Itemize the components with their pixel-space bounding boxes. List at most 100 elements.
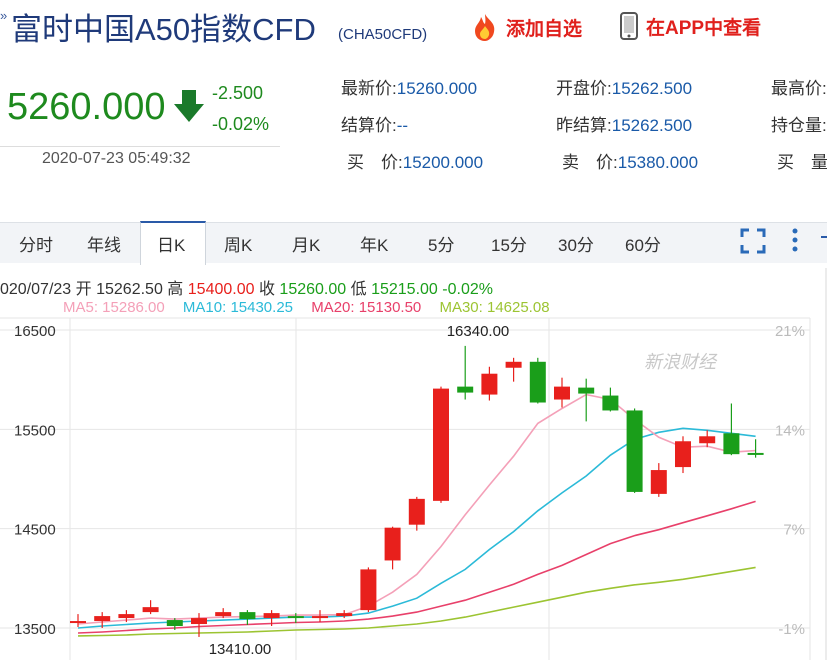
high-price-row: 最高价: — [771, 74, 827, 99]
pct-tick-label: 21% — [775, 323, 805, 340]
candle-body — [384, 527, 401, 561]
tab-year-line[interactable]: 年线 — [87, 236, 121, 255]
y-tick-label: 15500 — [14, 422, 56, 439]
tab-weekly-k[interactable]: 周K — [224, 236, 253, 255]
ma5-line — [77, 393, 756, 625]
phone-icon — [620, 12, 638, 40]
view-in-app-button[interactable]: 在APP中查看 — [620, 12, 761, 40]
ma-legend: MA5: 15286.00 MA10: 15430.25 MA20: 15130… — [63, 299, 564, 316]
candle-body — [481, 373, 498, 395]
ma30-line — [77, 566, 756, 637]
add-watchlist-label: 添加自选 — [506, 18, 583, 40]
open-value: 15262.50 — [96, 281, 163, 298]
y-tick-label: 14500 — [14, 522, 56, 539]
candle-body — [215, 612, 232, 617]
candle-body — [239, 612, 256, 620]
y-tick-label: 13500 — [14, 621, 56, 638]
candle-body — [650, 470, 667, 494]
min-price-label: 13410.00 — [209, 641, 272, 658]
candle-body — [142, 607, 159, 613]
prev-settle-row: 昨结算:15262.500 — [556, 111, 692, 136]
ask-price-value: 15380.000 — [617, 153, 699, 172]
add-watchlist-button[interactable]: 添加自选 — [470, 12, 582, 42]
candle-body — [433, 388, 449, 501]
candle-body — [675, 441, 691, 468]
pct-tick-label: 14% — [775, 422, 805, 439]
ma30-legend: MA30: 14625.08 — [439, 299, 550, 316]
timestamp: 2020-07-23 05:49:32 — [42, 150, 191, 167]
candle-body — [166, 620, 183, 627]
open-price-value: 15262.500 — [611, 79, 693, 98]
bid-volume-label: 买 量: — [777, 153, 827, 172]
prev-settle-label: 昨结算: — [556, 116, 612, 135]
close-value: 15260.00 — [279, 281, 347, 298]
candle-body — [457, 386, 474, 393]
low-value: 15215.00 — [371, 281, 438, 298]
ask-price-row: 卖 价:15380.000 — [562, 148, 698, 173]
high-price-label: 最高价: — [771, 79, 827, 98]
low-label: 低 — [350, 281, 367, 298]
current-price: 5260.000 — [7, 86, 166, 128]
fire-icon — [475, 14, 495, 41]
latest-price-value: 15260.000 — [396, 79, 478, 98]
prev-settle-value: 15262.500 — [611, 116, 693, 135]
close-label: 收 — [258, 281, 275, 298]
latest-price-row: 最新价:15260.000 — [341, 74, 477, 99]
active-tab-indicator — [140, 221, 206, 265]
pct-tick-label: 7% — [783, 522, 805, 539]
bid-price-row: 买 价:15200.000 — [347, 148, 483, 173]
pct-value: -0.02% — [442, 281, 493, 298]
price-change: -2.500 — [212, 83, 264, 103]
candle-body — [699, 436, 716, 444]
pct-tick-label: -1% — [778, 621, 805, 638]
tab-30min[interactable]: 30分 — [558, 236, 594, 255]
candle-body — [94, 616, 111, 622]
candle-body — [723, 433, 740, 455]
settle-price-label: 结算价: — [341, 116, 397, 135]
title-arrow-icon: » — [0, 8, 8, 23]
open-interest-label: 持仓量: — [771, 116, 827, 135]
tab-daily-k[interactable]: 日K — [157, 236, 186, 255]
tab-15min[interactable]: 15分 — [491, 236, 527, 255]
period-tab-bar — [0, 222, 827, 263]
candle-body — [312, 616, 328, 619]
down-arrow-icon — [174, 90, 204, 122]
view-in-app-label: 在APP中查看 — [646, 17, 762, 39]
high-value: 15400.00 — [187, 281, 255, 298]
tab-yearly-k[interactable]: 年K — [360, 236, 389, 255]
bid-volume-row: 买 量: — [777, 148, 827, 173]
divider — [0, 146, 280, 147]
page-title: 富时中国A50指数CFD — [11, 12, 316, 47]
right-edge-line — [821, 236, 827, 238]
open-label: 开 — [75, 281, 92, 298]
tab-60min[interactable]: 60分 — [625, 236, 661, 255]
watermark: 新浪财经 — [644, 352, 718, 372]
open-price-row: 开盘价:15262.500 — [556, 74, 692, 99]
ma10-legend: MA10: 15430.25 — [182, 299, 294, 316]
instrument-code: (CHA50CFD) — [338, 26, 428, 43]
candle-body — [70, 621, 86, 624]
candle-body — [360, 569, 377, 611]
tab-5min[interactable]: 5分 — [428, 236, 455, 255]
y-tick-label: 16500 — [14, 323, 56, 340]
settle-price-row: 结算价:-- — [341, 111, 408, 136]
bid-price-value: 15200.000 — [402, 153, 484, 172]
tab-timeshare[interactable]: 分时 — [19, 236, 53, 255]
price-change-percent: -0.02% — [212, 114, 270, 134]
candle-body — [408, 498, 425, 525]
candle-body — [118, 614, 135, 619]
candle-body — [505, 361, 522, 368]
ma20-legend: MA20: 15130.50 — [311, 299, 422, 316]
ohlc-date: 020/07/23 — [0, 281, 72, 298]
ma10-line — [77, 427, 756, 629]
more-vertical-icon[interactable] — [790, 227, 800, 253]
ohlc-info: 020/07/23 开 15262.50 高 15400.00 收 15260.… — [0, 275, 493, 299]
candle-body — [747, 452, 764, 455]
ma20-line — [77, 500, 756, 634]
candle-body — [191, 618, 207, 625]
tab-monthly-k[interactable]: 月K — [292, 236, 321, 255]
settle-price-value: -- — [396, 116, 409, 135]
fullscreen-icon[interactable] — [740, 228, 766, 254]
high-label: 高 — [167, 281, 184, 298]
candle-body — [336, 613, 353, 617]
